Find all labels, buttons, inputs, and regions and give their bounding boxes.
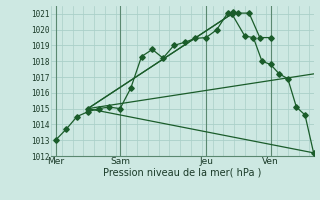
X-axis label: Pression niveau de la mer( hPa ): Pression niveau de la mer( hPa ) <box>103 168 261 178</box>
